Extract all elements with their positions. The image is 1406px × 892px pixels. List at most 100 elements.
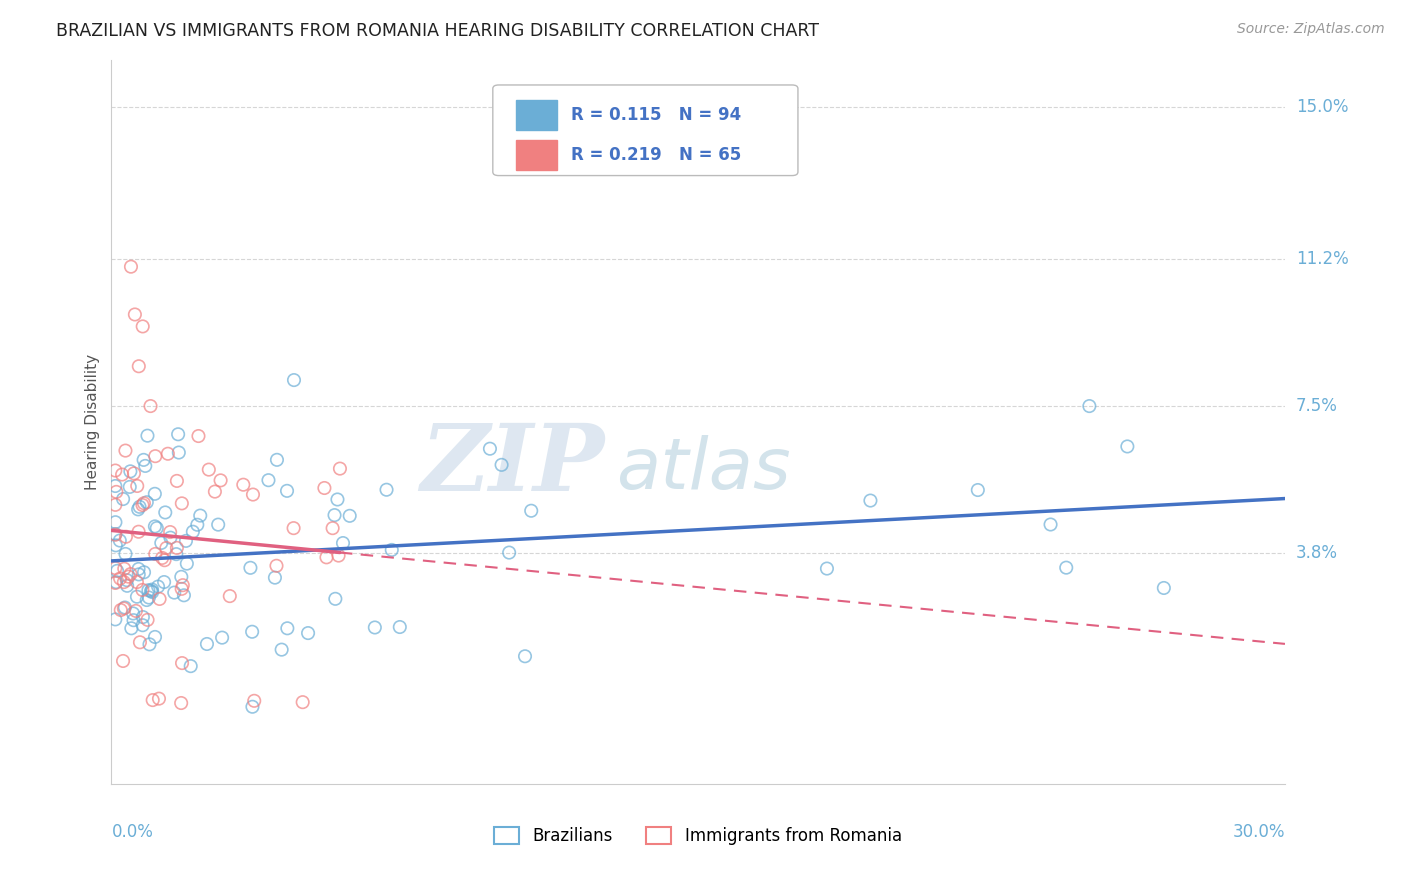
Point [315, 550, 337, 565]
Point [112, 491, 135, 506]
Point [124, 308, 146, 322]
Point [242, 487, 264, 501]
Point [266, 453, 288, 467]
Point [135, 593, 157, 607]
Point [139, 399, 162, 413]
Point [291, 695, 314, 709]
Point [276, 483, 298, 498]
Point [204, 484, 226, 499]
Point [1078, 399, 1101, 413]
Point [239, 561, 262, 575]
Point [125, 590, 148, 604]
Point [104, 561, 127, 575]
Point [104, 479, 127, 493]
Point [153, 553, 176, 567]
Point [132, 496, 155, 510]
Point [326, 492, 349, 507]
Point [141, 582, 163, 597]
Point [146, 521, 169, 535]
Point [314, 481, 336, 495]
Point [143, 547, 166, 561]
Point [966, 483, 988, 497]
Point [135, 495, 157, 509]
Point [159, 531, 181, 545]
Point [166, 474, 188, 488]
Point [339, 508, 361, 523]
Point [104, 527, 127, 541]
Point [170, 570, 193, 584]
Point [127, 479, 149, 493]
Point [388, 620, 411, 634]
Point [859, 493, 882, 508]
Point [122, 607, 145, 621]
Point [146, 580, 169, 594]
Y-axis label: Hearing Disability: Hearing Disability [86, 354, 100, 490]
Point [498, 545, 520, 559]
Text: R = 0.219   N = 65: R = 0.219 N = 65 [571, 146, 742, 164]
Point [276, 621, 298, 635]
Point [128, 567, 150, 582]
Point [478, 442, 501, 456]
Point [112, 601, 135, 615]
Point [141, 585, 163, 599]
Point [153, 575, 176, 590]
Point [150, 536, 173, 550]
Point [513, 649, 536, 664]
Point [174, 533, 197, 548]
Text: R = 0.115   N = 94: R = 0.115 N = 94 [571, 106, 742, 124]
Point [127, 502, 149, 516]
Point [150, 550, 173, 565]
Point [112, 562, 135, 576]
Point [257, 473, 280, 487]
Point [131, 498, 153, 512]
Point [114, 600, 136, 615]
Point [815, 561, 838, 575]
Point [108, 572, 131, 586]
Point [104, 498, 127, 512]
Point [134, 458, 156, 473]
Point [1153, 581, 1175, 595]
Point [148, 691, 170, 706]
FancyBboxPatch shape [516, 140, 557, 170]
Point [195, 637, 218, 651]
Point [159, 524, 181, 539]
Point [181, 524, 204, 539]
Text: 15.0%: 15.0% [1296, 98, 1348, 116]
Point [148, 591, 170, 606]
Point [138, 637, 160, 651]
Point [188, 508, 211, 523]
Point [104, 576, 127, 591]
Point [322, 521, 344, 535]
Text: 30.0%: 30.0% [1233, 823, 1285, 841]
Point [155, 505, 177, 519]
Point [218, 589, 240, 603]
Point [242, 699, 264, 714]
Point [266, 558, 288, 573]
Text: 0.0%: 0.0% [111, 823, 153, 841]
Point [364, 620, 387, 634]
FancyBboxPatch shape [516, 100, 557, 130]
Point [176, 557, 198, 571]
Point [136, 428, 159, 442]
Point [131, 582, 153, 597]
Point [207, 517, 229, 532]
Point [120, 260, 142, 274]
Point [111, 467, 134, 482]
Point [332, 536, 354, 550]
Point [128, 562, 150, 576]
Point [112, 575, 135, 590]
Point [166, 541, 188, 555]
Point [328, 549, 350, 563]
Text: Source: ZipAtlas.com: Source: ZipAtlas.com [1237, 22, 1385, 37]
Point [122, 467, 145, 481]
Point [167, 427, 190, 442]
Point [142, 693, 165, 707]
Point [187, 429, 209, 443]
Point [117, 569, 139, 583]
Point [105, 564, 128, 578]
Point [198, 462, 221, 476]
Point [143, 449, 166, 463]
Point [167, 445, 190, 459]
Point [520, 504, 543, 518]
Point [104, 612, 127, 626]
